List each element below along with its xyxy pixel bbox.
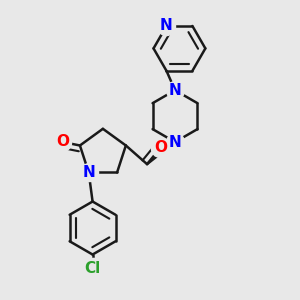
Text: O: O — [56, 134, 69, 149]
Text: O: O — [154, 140, 167, 155]
Text: N: N — [169, 134, 182, 149]
Text: Cl: Cl — [85, 261, 101, 276]
Text: N: N — [82, 165, 95, 180]
Text: N: N — [160, 19, 173, 34]
Text: N: N — [169, 83, 182, 98]
